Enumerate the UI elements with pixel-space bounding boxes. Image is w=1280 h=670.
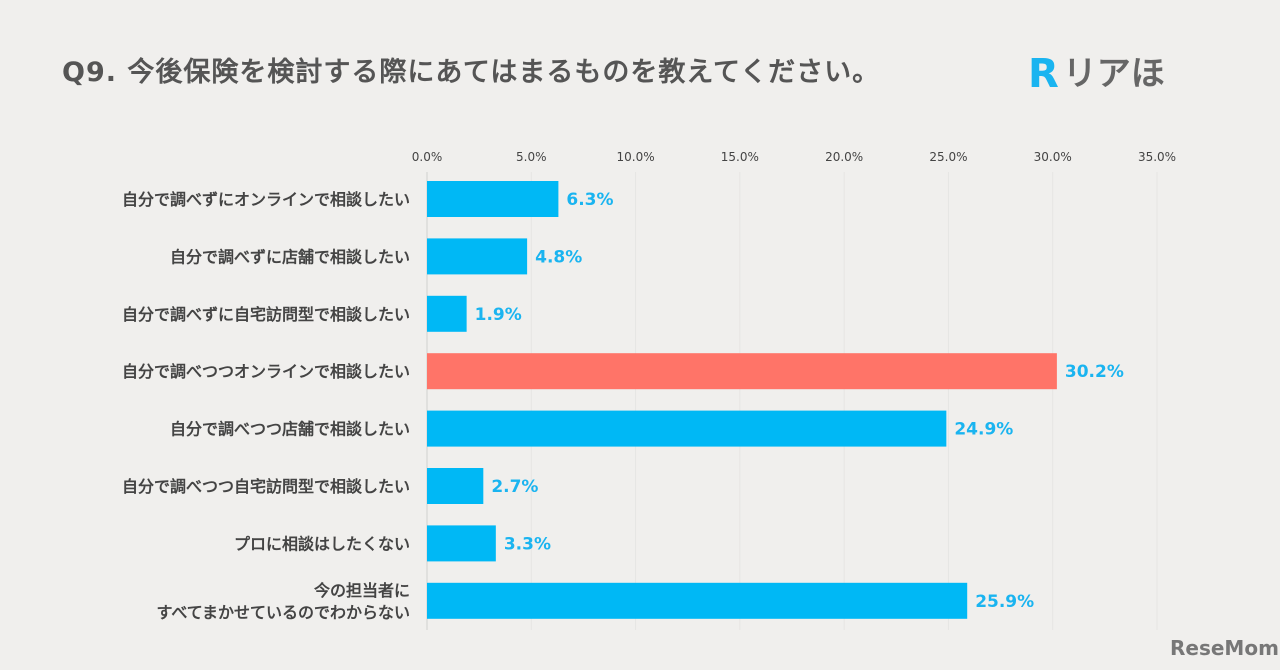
x-tick-label: 0.0% — [412, 150, 443, 164]
value-label: 4.8% — [535, 247, 582, 267]
value-label: 3.3% — [504, 534, 551, 554]
category-label: 自分で調べずにオンラインで相談したい — [122, 190, 410, 209]
category-label: プロに相談はしたくない — [234, 534, 410, 553]
x-tick-label: 25.0% — [929, 150, 967, 164]
bar — [427, 582, 968, 619]
chart-title: Q9. 今後保険を検討する際にあてはまるものを教えてください。 — [62, 57, 881, 88]
category-label: 今の担当者に — [313, 581, 410, 600]
value-label: 6.3% — [566, 190, 613, 210]
bar — [427, 353, 1057, 390]
category-label: 自分で調べずに自宅訪問型で相談したい — [122, 305, 410, 324]
value-label: 25.9% — [975, 592, 1034, 612]
category-label: 自分で調べつつオンラインで相談したい — [122, 362, 410, 381]
category-label: 自分で調べずに店舗で相談したい — [170, 247, 410, 266]
bar — [427, 295, 467, 332]
bar — [427, 238, 528, 275]
value-label: 2.7% — [491, 477, 538, 497]
bar — [427, 525, 496, 562]
category-label: 自分で調べつつ自宅訪問型で相談したい — [122, 477, 410, 496]
category-label: すべてまかせているのでわからない — [157, 603, 410, 622]
x-tick-label: 30.0% — [1034, 150, 1072, 164]
value-label: 30.2% — [1065, 362, 1124, 382]
x-tick-label: 35.0% — [1138, 150, 1176, 164]
x-tick-label: 10.0% — [617, 150, 655, 164]
logo-mark: R — [1028, 51, 1059, 97]
logo-text: リアほ — [1062, 54, 1165, 94]
bar — [427, 410, 947, 447]
resemom-watermark: ReseMom — [1170, 636, 1279, 660]
bar — [427, 181, 559, 217]
bar — [427, 468, 484, 504]
category-label: 自分で調べつつ店舗で相談したい — [170, 420, 410, 439]
x-tick-label: 15.0% — [721, 150, 759, 164]
x-tick-label: 20.0% — [825, 150, 863, 164]
value-label: 24.9% — [954, 420, 1013, 440]
riaho-logo: R リアほ — [1028, 52, 1165, 96]
value-label: 1.9% — [475, 305, 522, 325]
x-tick-label: 5.0% — [516, 150, 547, 164]
